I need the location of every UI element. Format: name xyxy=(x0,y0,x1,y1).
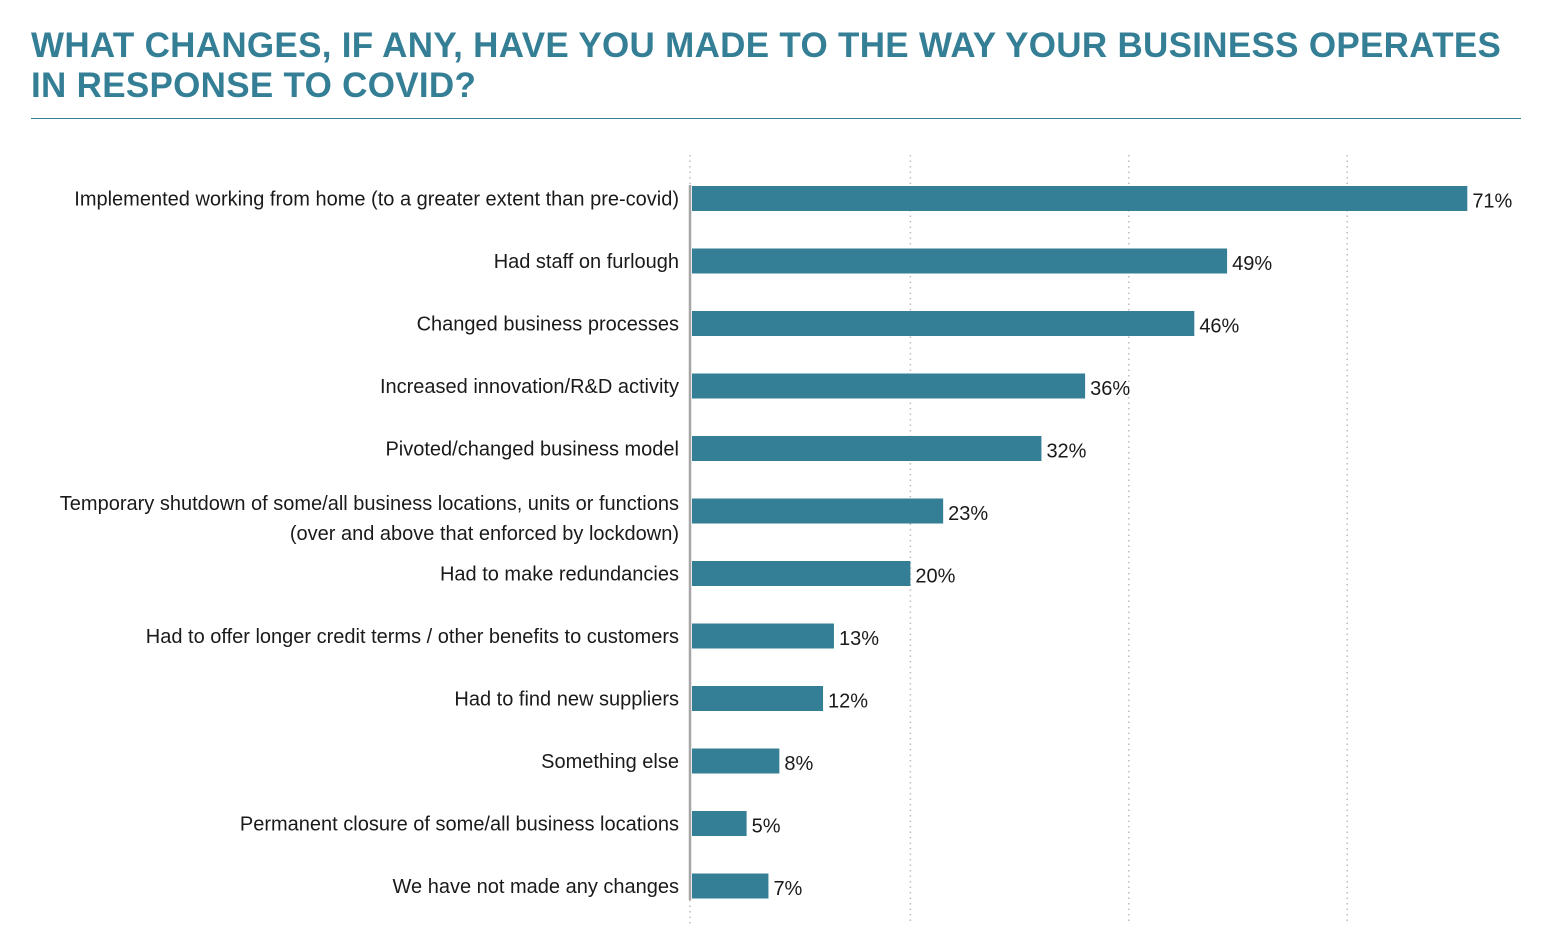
category-label-11: Permanent closure of some/all business l… xyxy=(240,814,679,836)
category-label-2: Had staff on furlough xyxy=(494,251,679,273)
category-label-5: Pivoted/changed business model xyxy=(385,439,679,461)
value-label-2: 49% xyxy=(1232,253,1272,275)
value-label-1: 71% xyxy=(1472,191,1512,213)
bar-2 xyxy=(692,248,1228,274)
value-label-10: 8% xyxy=(784,753,813,775)
value-label-11: 5% xyxy=(752,816,781,838)
bar-5 xyxy=(692,436,1042,461)
value-label-6: 23% xyxy=(948,503,988,525)
category-label-9: Had to find new suppliers xyxy=(454,689,679,711)
bar-11 xyxy=(692,811,747,836)
category-label-8: Had to offer longer credit terms / other… xyxy=(146,626,679,648)
value-label-8: 13% xyxy=(839,628,879,650)
value-label-5: 32% xyxy=(1046,441,1086,463)
bar-7 xyxy=(692,561,911,586)
bar-3 xyxy=(692,311,1195,336)
value-label-3: 46% xyxy=(1199,316,1239,338)
category-label-7: Had to make redundancies xyxy=(440,564,679,586)
category-label-4: Increased innovation/R&D activity xyxy=(380,376,679,398)
category-label-10: Something else xyxy=(541,751,679,773)
chart-title: WHAT CHANGES, IF ANY, HAVE YOU MADE TO T… xyxy=(31,26,1502,105)
bar-12 xyxy=(692,873,769,899)
value-label-12: 7% xyxy=(773,878,802,900)
category-label-3: Changed business processes xyxy=(417,314,679,336)
title-divider xyxy=(31,118,1521,119)
bar-6 xyxy=(692,498,944,524)
category-label-6-line-2: (over and above that enforced by lockdow… xyxy=(290,523,679,545)
value-label-4: 36% xyxy=(1090,378,1130,400)
category-label-6-line-1: Temporary shutdown of some/all business … xyxy=(60,493,679,515)
bar-8 xyxy=(692,623,834,649)
category-label-1: Implemented working from home (to a grea… xyxy=(74,189,679,211)
value-label-7: 20% xyxy=(915,566,955,588)
bar-10 xyxy=(692,748,780,774)
value-label-9: 12% xyxy=(828,691,868,713)
bar-9 xyxy=(692,686,824,711)
bar-1 xyxy=(692,186,1468,211)
bar-4 xyxy=(692,373,1086,399)
category-label-12: We have not made any changes xyxy=(393,876,679,898)
